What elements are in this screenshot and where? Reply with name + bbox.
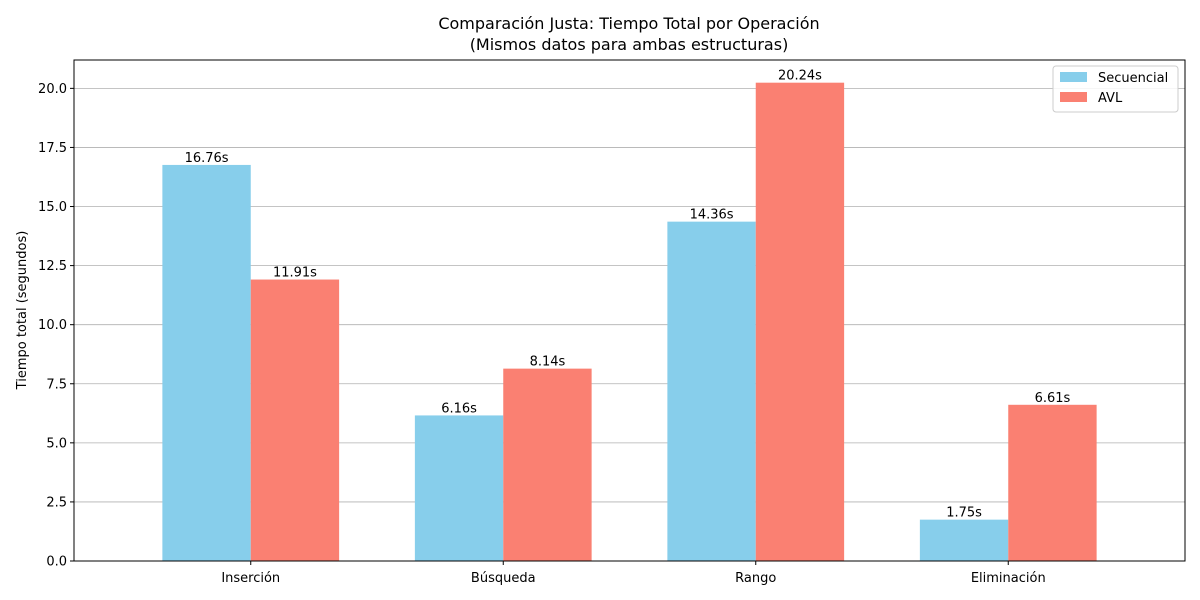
- y-tick-label: 5.0: [46, 436, 67, 451]
- y-tick-label: 10.0: [38, 318, 67, 333]
- y-axis-label: Tiempo total (segundos): [15, 231, 30, 391]
- bar-secuencial: [414, 415, 504, 561]
- legend-swatch: [1060, 92, 1087, 102]
- x-tick-label: Eliminación: [971, 571, 1046, 586]
- bar-value-label: 20.24s: [778, 69, 822, 84]
- bar-avl: [250, 279, 340, 561]
- y-tick-label: 12.5: [38, 259, 67, 274]
- y-tick-label: 15.0: [38, 200, 67, 215]
- plot-frame: [73, 59, 1186, 562]
- y-tick-label: 0.0: [46, 555, 67, 570]
- bar-value-label: 16.76s: [185, 151, 229, 166]
- chart-title: Comparación Justa: Tiempo Total por Oper…: [438, 14, 819, 33]
- y-tick-label: 20.0: [38, 82, 67, 97]
- legend: Secuencial AVL: [1052, 65, 1179, 113]
- bar-secuencial: [667, 221, 756, 561]
- x-axis: Inserción Búsqueda Rango Eliminación: [221, 561, 1046, 586]
- bar-value-label: 8.14s: [530, 355, 566, 370]
- legend-entry: AVL: [1098, 91, 1123, 106]
- x-tick-label: Rango: [735, 571, 776, 586]
- bar-secuencial: [919, 519, 1009, 561]
- x-tick-label: Inserción: [221, 571, 280, 586]
- y-axis: 0.0 2.5 5.0 7.5 10.0 12.5 15.0 17.5 20.0: [38, 82, 74, 570]
- bar-avl: [755, 82, 845, 561]
- bar-labels: 16.76s 11.91s 6.16s 8.14s 14.36s 20.24s 1.75s 6…: [185, 69, 1071, 521]
- y-tick-label: 7.5: [46, 377, 67, 392]
- bars: [162, 82, 1097, 561]
- bar-value-label: 6.16s: [441, 401, 477, 416]
- bar-value-label: 6.61s: [1035, 391, 1071, 406]
- bar-secuencial: [162, 164, 251, 561]
- legend-entry: Secuencial: [1098, 71, 1168, 86]
- bar-value-label: 1.75s: [946, 506, 982, 521]
- x-tick-label: Búsqueda: [471, 571, 536, 586]
- legend-swatch: [1060, 72, 1087, 82]
- bar-value-label: 11.91s: [273, 266, 317, 281]
- y-tick-label: 17.5: [38, 141, 67, 156]
- bar-avl: [1008, 404, 1097, 561]
- bar-value-label: 14.36s: [690, 208, 734, 223]
- chart-subtitle: (Mismos datos para ambas estructuras): [470, 35, 789, 54]
- y-tick-label: 2.5: [46, 495, 67, 510]
- bar-avl: [503, 368, 592, 561]
